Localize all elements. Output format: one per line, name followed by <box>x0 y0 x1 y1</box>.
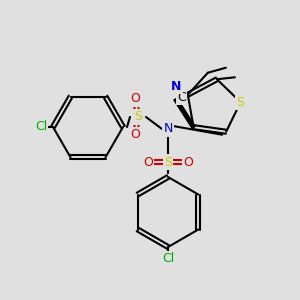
Text: Cl: Cl <box>162 253 174 266</box>
Text: S: S <box>164 155 172 169</box>
Text: N: N <box>163 122 173 136</box>
Text: O: O <box>130 128 140 142</box>
Text: Cl: Cl <box>35 121 47 134</box>
Text: S: S <box>237 96 244 109</box>
Text: O: O <box>130 92 140 106</box>
Text: O: O <box>143 155 153 169</box>
Text: C: C <box>177 91 186 103</box>
Text: O: O <box>183 155 193 169</box>
Text: N: N <box>171 80 182 93</box>
Text: S: S <box>134 110 142 124</box>
